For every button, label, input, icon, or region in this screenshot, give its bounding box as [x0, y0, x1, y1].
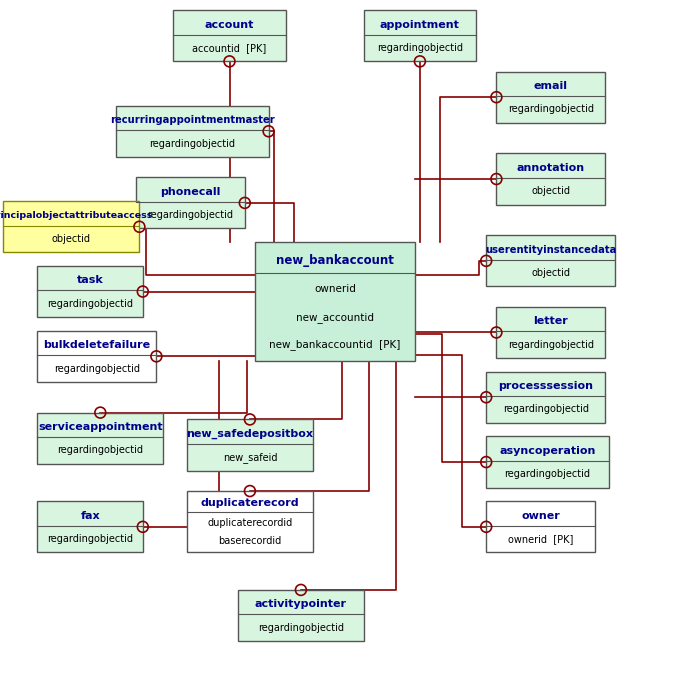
Text: asyncoperation: asyncoperation [499, 446, 596, 456]
Text: duplicaterecord: duplicaterecord [201, 498, 299, 508]
Text: serviceappointment: serviceappointment [38, 422, 163, 432]
Text: owner: owner [522, 511, 560, 521]
FancyBboxPatch shape [496, 153, 605, 205]
Text: new_safeid: new_safeid [222, 451, 277, 462]
FancyBboxPatch shape [486, 235, 615, 286]
Text: regardingobjectid: regardingobjectid [149, 138, 235, 149]
Text: userentityinstancedata: userentityinstancedata [485, 245, 617, 255]
Text: regardingobjectid: regardingobjectid [258, 623, 344, 633]
Text: annotation: annotation [517, 163, 585, 173]
FancyBboxPatch shape [238, 590, 364, 641]
FancyBboxPatch shape [187, 491, 313, 552]
Text: new_safedepositbox: new_safedepositbox [186, 429, 313, 439]
Text: account: account [205, 20, 254, 30]
Text: activitypointer: activitypointer [255, 599, 347, 610]
Text: regardingobjectid: regardingobjectid [508, 340, 594, 350]
Text: email: email [534, 81, 568, 91]
FancyBboxPatch shape [496, 307, 605, 358]
Text: new_bankaccountid  [PK]: new_bankaccountid [PK] [269, 340, 401, 351]
Text: regardingobjectid: regardingobjectid [505, 469, 590, 479]
Text: new_bankaccount: new_bankaccount [276, 254, 394, 267]
Text: baserecordid: baserecordid [218, 536, 282, 546]
Text: regardingobjectid: regardingobjectid [148, 210, 233, 220]
FancyBboxPatch shape [37, 266, 143, 317]
FancyBboxPatch shape [486, 436, 609, 488]
Text: regardingobjectid: regardingobjectid [57, 445, 143, 456]
Text: regardingobjectid: regardingobjectid [377, 43, 463, 53]
FancyBboxPatch shape [486, 372, 605, 423]
Text: appointment: appointment [380, 20, 460, 30]
FancyBboxPatch shape [187, 419, 313, 471]
Text: processsession: processsession [498, 381, 593, 391]
Text: phonecall: phonecall [160, 187, 220, 197]
Text: regardingobjectid: regardingobjectid [47, 299, 133, 309]
Text: regardingobjectid: regardingobjectid [508, 104, 594, 115]
Text: objectid: objectid [52, 234, 91, 244]
Text: duplicaterecordid: duplicaterecordid [207, 518, 292, 528]
FancyBboxPatch shape [37, 331, 156, 382]
Text: bulkdeletefailure: bulkdeletefailure [44, 340, 150, 351]
Text: fax: fax [80, 511, 100, 521]
Text: task: task [77, 276, 103, 286]
Text: ownerid: ownerid [314, 284, 356, 295]
FancyBboxPatch shape [486, 501, 595, 552]
FancyBboxPatch shape [496, 72, 605, 123]
Text: regardingobjectid: regardingobjectid [503, 404, 589, 415]
FancyBboxPatch shape [37, 413, 163, 464]
Text: letter: letter [533, 316, 568, 327]
FancyBboxPatch shape [173, 10, 286, 61]
Text: regardingobjectid: regardingobjectid [47, 534, 133, 544]
Text: ownerid  [PK]: ownerid [PK] [508, 534, 573, 544]
Text: principalobjectattributeaccess: principalobjectattributeaccess [0, 211, 153, 220]
FancyBboxPatch shape [364, 10, 476, 61]
FancyBboxPatch shape [3, 201, 139, 252]
FancyBboxPatch shape [37, 501, 143, 552]
FancyBboxPatch shape [116, 106, 269, 157]
Text: objectid: objectid [531, 268, 571, 278]
FancyBboxPatch shape [136, 177, 245, 228]
Text: new_accountid: new_accountid [296, 312, 374, 323]
Text: regardingobjectid: regardingobjectid [54, 364, 140, 374]
Text: accountid  [PK]: accountid [PK] [192, 43, 267, 53]
Text: objectid: objectid [531, 186, 571, 196]
Text: recurringappointmentmaster: recurringappointmentmaster [109, 115, 275, 125]
FancyBboxPatch shape [255, 242, 415, 361]
